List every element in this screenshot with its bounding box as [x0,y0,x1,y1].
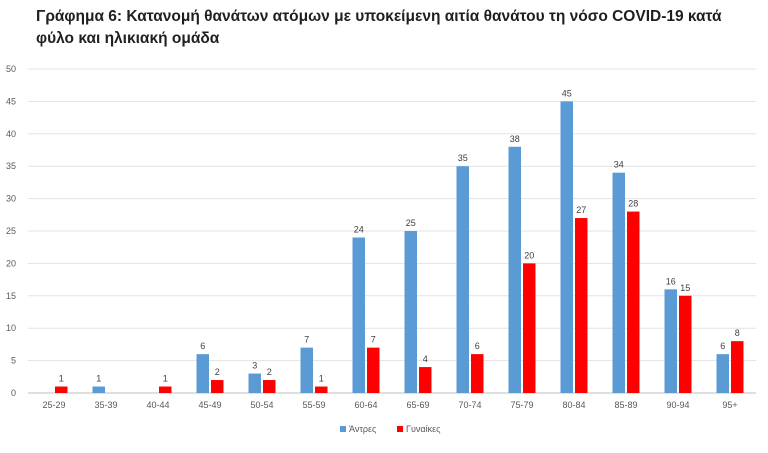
x-tick-label: 80-84 [562,400,585,410]
x-tick-label: 70-74 [458,400,481,410]
y-tick-label: 40 [6,129,16,139]
data-label: 20 [524,250,534,260]
y-tick-label: 45 [6,96,16,106]
bar-men [196,354,209,393]
y-axis-ticks: 0 5 10 15 20 25 30 35 40 45 50 [6,64,16,398]
bar-women [627,211,640,393]
data-label: 15 [680,283,690,293]
data-label: 34 [614,160,624,170]
legend: Άντρες Γυναίκες [340,424,441,434]
y-tick-label: 10 [6,323,16,333]
data-label: 6 [475,341,480,351]
bar-men [456,166,469,393]
data-label: 1 [163,374,168,384]
x-tick-label: 25-29 [42,400,65,410]
y-tick-label: 35 [6,161,16,171]
y-tick-label: 15 [6,291,16,301]
bar-women [471,354,484,393]
bar-men [352,237,365,393]
data-label: 6 [720,341,725,351]
data-label: 35 [458,153,468,163]
bar-women [55,386,68,393]
bar-men [508,146,521,393]
bar-men [404,231,417,393]
legend-swatch [397,426,403,432]
data-label: 3 [252,361,257,371]
bar-men [664,289,677,393]
bar-women [679,295,692,393]
data-label: 25 [406,218,416,228]
bar-men [92,386,105,393]
x-tick-label: 35-39 [94,400,117,410]
legend-label: Γυναίκες [406,424,441,434]
x-tick-label: 65-69 [406,400,429,410]
x-tick-label: 45-49 [198,400,221,410]
data-label: 27 [576,205,586,215]
y-tick-label: 30 [6,194,16,204]
x-tick-label: 85-89 [614,400,637,410]
data-label: 7 [371,335,376,345]
x-tick-label: 95+ [722,400,737,410]
data-label: 2 [215,367,220,377]
data-label: 38 [510,134,520,144]
gridlines [28,68,756,394]
bar-women [523,263,536,393]
y-tick-label: 50 [6,64,16,74]
data-label: 2 [267,367,272,377]
bar-women [315,386,328,393]
x-tick-label: 90-94 [666,400,689,410]
bar-women [419,367,432,393]
bar-women [211,380,224,393]
bar-men [612,172,625,393]
x-tick-label: 55-59 [302,400,325,410]
bar-men [716,354,729,393]
data-label: 1 [96,374,101,384]
x-tick-label: 40-44 [146,400,169,410]
bar-women [263,380,276,393]
legend-swatch [340,426,346,432]
data-label: 8 [735,328,740,338]
bar-women [575,218,588,393]
bar-women [159,386,172,393]
bar-men [248,373,261,393]
data-label: 24 [354,224,364,234]
legend-label: Άντρες [349,424,377,434]
data-label: 6 [200,341,205,351]
x-axis-ticks: 25-29 35-39 40-44 45-49 50-54 55-59 60-64 65-69… [42,400,737,410]
data-label: 28 [628,199,638,209]
bar-women [367,347,380,393]
bar-women [731,341,744,393]
data-label: 7 [304,335,309,345]
data-label: 16 [666,276,676,286]
bar-men [300,347,313,393]
x-tick-label: 75-79 [510,400,533,410]
chart-title: Γράφημα 6: Κατανομή θανάτων ατόμων με υπ… [36,8,722,47]
data-label: 1 [319,374,324,384]
x-tick-label: 50-54 [250,400,273,410]
y-tick-label: 20 [6,258,16,268]
y-tick-label: 0 [11,388,16,398]
y-tick-label: 5 [11,356,16,366]
data-label: 1 [59,374,64,384]
x-tick-label: 60-64 [354,400,377,410]
data-label: 4 [423,354,428,364]
bar-men [560,101,573,394]
y-tick-label: 25 [6,226,16,236]
data-label: 45 [562,88,572,98]
